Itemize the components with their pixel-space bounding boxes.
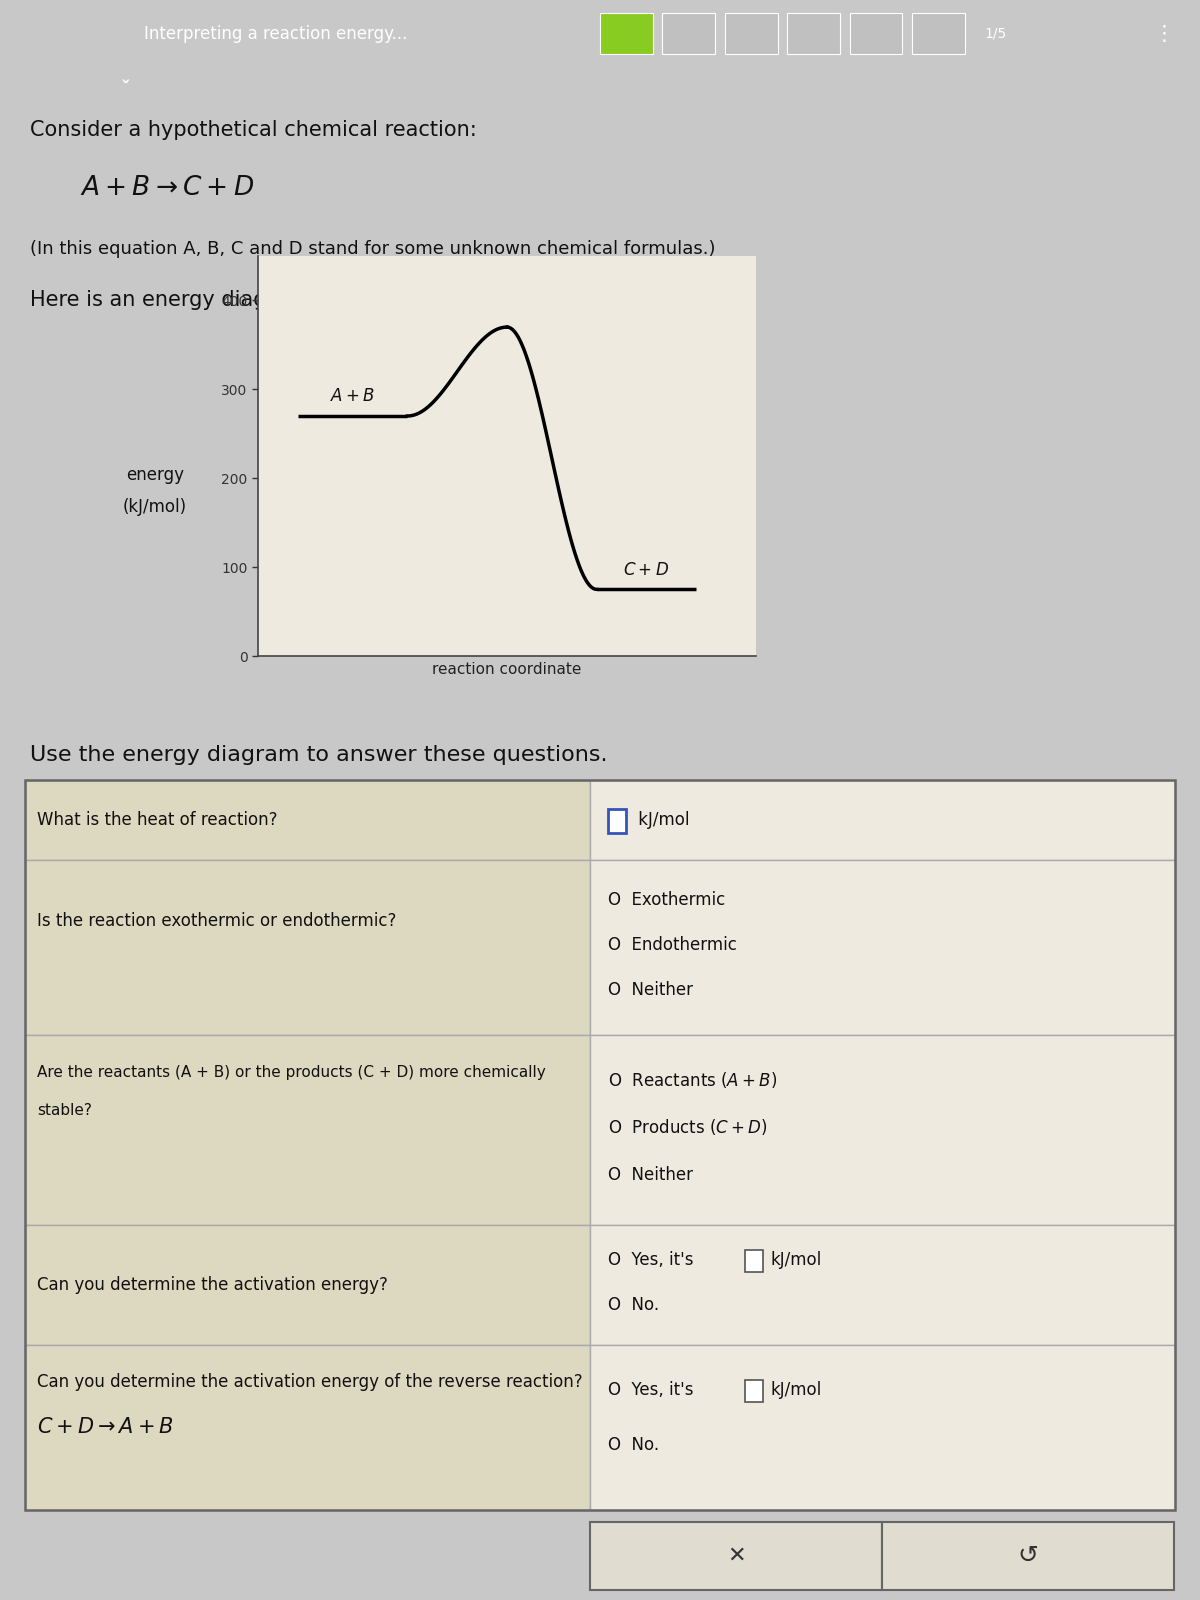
Bar <box>25 781 1175 1510</box>
Bar <box>787 13 840 54</box>
Text: What is the heat of reaction?: What is the heat of reaction? <box>37 811 277 829</box>
Text: $A+B \rightarrow C+D$: $A+B \rightarrow C+D$ <box>80 174 254 202</box>
Text: O  Neither: O Neither <box>608 1166 694 1184</box>
Text: O  Yes, it's: O Yes, it's <box>608 1251 694 1269</box>
Text: kJ/mol: kJ/mol <box>770 1381 821 1398</box>
Text: O  No.: O No. <box>608 1296 659 1314</box>
Text: O  No.: O No. <box>608 1437 659 1454</box>
Text: ⋮: ⋮ <box>1153 24 1175 43</box>
Text: (In this equation A, B, C and D stand for some unknown chemical formulas.): (In this equation A, B, C and D stand fo… <box>30 240 715 258</box>
Bar <box>608 810 626 834</box>
Text: energy: energy <box>126 466 184 485</box>
Text: O  Neither: O Neither <box>608 981 694 998</box>
Bar <box>590 1346 1175 1510</box>
Text: $C+D \rightarrow A+B$: $C+D \rightarrow A+B$ <box>37 1418 174 1437</box>
Text: (kJ/mol): (kJ/mol) <box>122 498 187 517</box>
Bar <box>590 1035 1175 1226</box>
Text: O  Exothermic: O Exothermic <box>608 891 725 909</box>
Bar <box>725 13 778 54</box>
Text: O  Reactants $(A+B)$: O Reactants $(A+B)$ <box>608 1070 778 1090</box>
Bar <box>600 13 653 54</box>
Text: O  Endothermic: O Endothermic <box>608 936 737 954</box>
Bar <box>850 13 902 54</box>
Bar <box>745 1381 763 1402</box>
Bar <box>912 13 965 54</box>
Text: O  Yes, it's: O Yes, it's <box>608 1381 694 1398</box>
Text: kJ/mol: kJ/mol <box>770 1251 821 1269</box>
Bar <box>590 861 1175 1035</box>
Bar <box>590 1522 882 1590</box>
Bar <box>25 781 590 861</box>
Bar <box>745 1250 763 1272</box>
Bar <box>25 861 590 1035</box>
Text: Consider a hypothetical chemical reaction:: Consider a hypothetical chemical reactio… <box>30 120 476 141</box>
Bar <box>590 1226 1175 1346</box>
Text: Are the reactants (A + B) or the products (C + D) more chemically: Are the reactants (A + B) or the product… <box>37 1066 546 1080</box>
Text: Use the energy diagram to answer these questions.: Use the energy diagram to answer these q… <box>30 746 607 765</box>
Text: O  Products $(C+D)$: O Products $(C+D)$ <box>608 1117 768 1138</box>
X-axis label: reaction coordinate: reaction coordinate <box>432 661 582 677</box>
Text: Is the reaction exothermic or endothermic?: Is the reaction exothermic or endothermi… <box>37 912 396 930</box>
Text: Can you determine the activation energy of the reverse reaction?: Can you determine the activation energy … <box>37 1373 583 1390</box>
Bar <box>25 1226 590 1346</box>
Text: Interpreting a reaction energy...: Interpreting a reaction energy... <box>144 24 407 43</box>
Bar <box>25 1035 590 1226</box>
Text: $A + B$: $A + B$ <box>330 387 376 405</box>
Text: ↺: ↺ <box>1018 1544 1038 1568</box>
Bar <box>25 1346 590 1510</box>
Bar <box>882 1522 1174 1590</box>
Bar <box>590 781 1175 861</box>
Text: $C + D$: $C + D$ <box>624 560 670 579</box>
Text: Here is an energy diagram for the reaction:: Here is an energy diagram for the reacti… <box>30 290 482 310</box>
Text: ˇ: ˇ <box>121 80 131 99</box>
Text: kJ/mol: kJ/mol <box>634 811 690 829</box>
Text: stable?: stable? <box>37 1102 92 1118</box>
Text: ✕: ✕ <box>727 1546 745 1566</box>
Text: 1/5: 1/5 <box>984 27 1007 40</box>
Bar <box>662 13 715 54</box>
Text: Can you determine the activation energy?: Can you determine the activation energy? <box>37 1277 388 1294</box>
